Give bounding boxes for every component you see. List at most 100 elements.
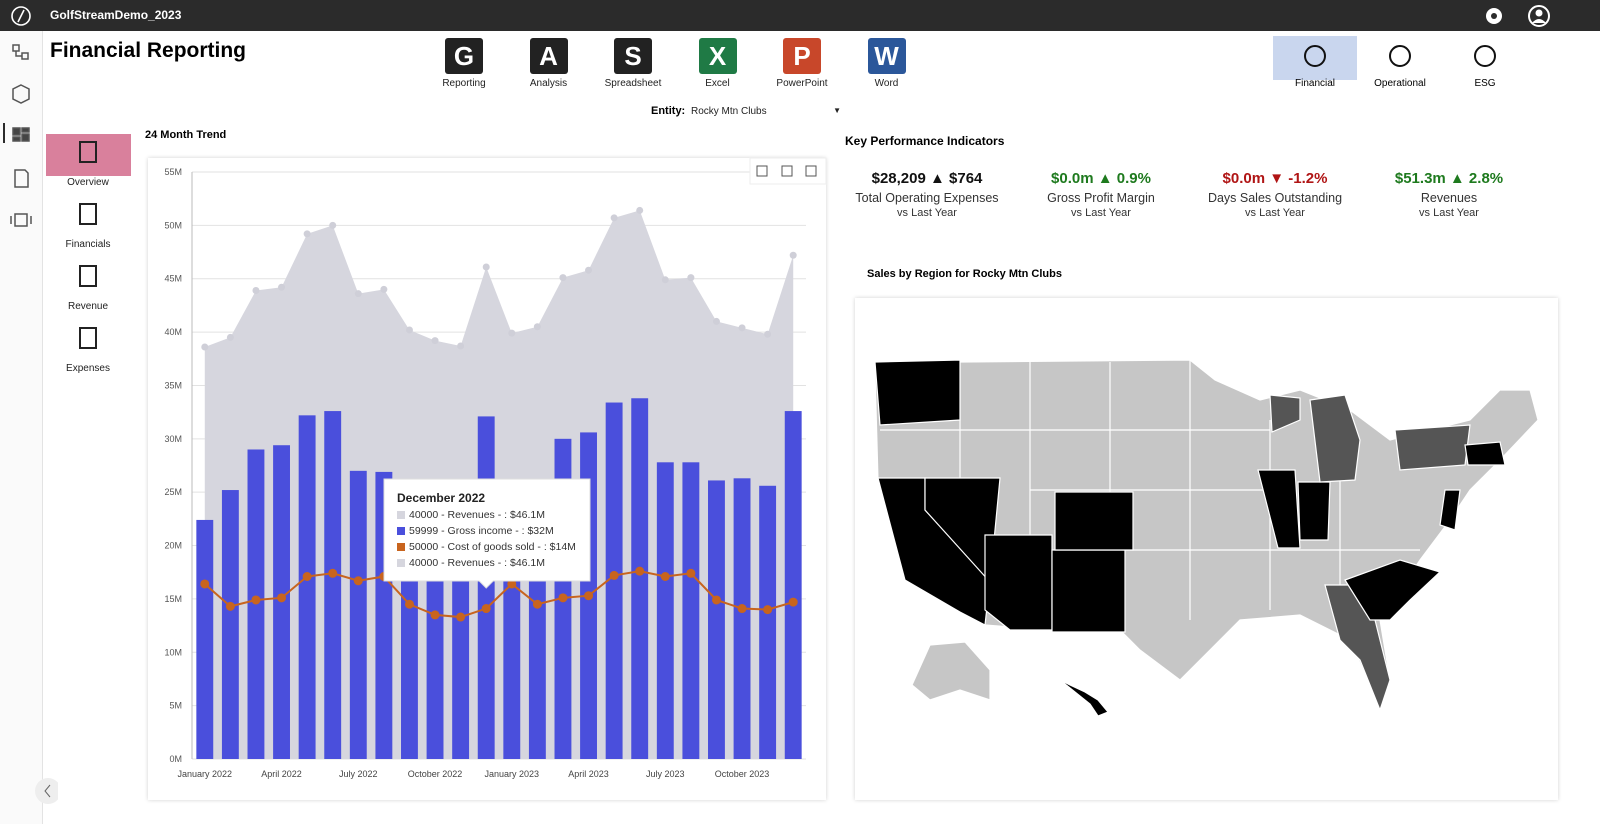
bar — [656, 462, 674, 759]
revenue-point — [329, 221, 337, 229]
bar — [452, 524, 470, 759]
app-logo[interactable] — [10, 5, 32, 27]
bar — [708, 480, 725, 759]
kpi-tile: $0.0m ▲ 0.9% Gross Profit Margin vs Last Y… — [1011, 170, 1191, 219]
cost-point — [711, 595, 721, 605]
bar — [324, 411, 342, 759]
tooltip-row: 40000 - Revenues - : $46.1M — [409, 509, 545, 521]
export-button[interactable]: W Word — [852, 38, 922, 89]
tooltip-row: 40000 - Revenues - : $46.1M — [409, 557, 545, 569]
revenue-point — [303, 230, 311, 238]
entity-select[interactable]: Rocky Mtn Clubs ▼ — [691, 106, 841, 117]
tooltip-swatch — [397, 527, 405, 535]
cost-point — [456, 612, 466, 622]
x-tick-label: October 2022 — [408, 769, 463, 779]
map-card — [855, 298, 1558, 800]
cost-point — [507, 579, 517, 589]
cost-point — [532, 599, 542, 609]
export-label: Excel — [705, 78, 730, 89]
view-icon-shape — [1304, 45, 1326, 67]
settings-icon[interactable] — [1482, 4, 1506, 28]
export-button[interactable]: P PowerPoint — [767, 38, 837, 89]
nav-item[interactable]: Expenses — [46, 324, 130, 374]
nav-label: Financials — [65, 239, 111, 250]
kpi-compare: vs Last Year — [1245, 207, 1305, 219]
revenue-point — [380, 285, 388, 293]
export-label: Word — [874, 78, 899, 89]
user-icon[interactable] — [1527, 4, 1551, 28]
view-label: ESG — [1474, 78, 1496, 89]
export-button[interactable]: G Reporting — [429, 38, 499, 89]
view-button[interactable]: Financial — [1273, 36, 1357, 89]
cost-point — [353, 576, 363, 586]
view-button[interactable]: ESG — [1443, 36, 1527, 89]
nav-item[interactable]: Financials — [46, 200, 130, 250]
cost-point — [481, 604, 491, 614]
nav-icon — [79, 141, 97, 163]
app-name: GolfStreamDemo_2023 — [50, 8, 182, 22]
export-label: Reporting — [442, 78, 486, 89]
cost-point — [328, 568, 338, 578]
revenue-point — [405, 326, 413, 334]
cost-point — [225, 601, 235, 611]
cost-point — [200, 579, 210, 589]
cost-point — [302, 571, 312, 581]
nav-label: Overview — [67, 177, 109, 188]
x-tick-label: July 2022 — [339, 769, 378, 779]
cost-point — [584, 591, 594, 601]
export-button[interactable]: X Excel — [683, 38, 753, 89]
x-tick-label: July 2023 — [646, 769, 685, 779]
entity-value: Rocky Mtn Clubs — [691, 106, 767, 117]
y-tick-label: 10M — [164, 647, 182, 657]
y-tick-label: 30M — [164, 434, 182, 444]
revenue-point — [354, 290, 362, 298]
collapse-button[interactable] — [34, 776, 58, 806]
view-icon-shape — [1389, 45, 1411, 67]
cost-point — [737, 604, 747, 614]
y-tick-label: 55M — [164, 167, 182, 177]
kpi-tile: $28,209 ▲ $764 Total Operating Expenses vs… — [837, 170, 1017, 219]
rail-icons[interactable] — [0, 31, 42, 241]
us-map[interactable] — [855, 298, 1558, 800]
cost-point — [430, 610, 440, 620]
view-label: Financial — [1294, 78, 1336, 89]
nav-item[interactable]: Revenue — [46, 262, 130, 312]
chart-actions[interactable] — [749, 157, 827, 185]
revenue-point — [508, 329, 516, 337]
y-tick-label: 45M — [164, 274, 182, 284]
bar — [759, 485, 777, 759]
view-label: Operational — [1374, 78, 1426, 89]
export-icon: W — [867, 38, 906, 74]
revenue-point — [252, 286, 260, 294]
revenue-point — [738, 324, 746, 332]
nav-icon-shape — [79, 141, 97, 163]
kpi-value: $0.0m ▼ -1.2% — [1222, 170, 1328, 187]
cost-point — [558, 593, 568, 603]
cost-point — [686, 568, 696, 578]
export-icon: X — [698, 38, 737, 74]
x-tick-label: April 2023 — [568, 769, 609, 779]
export-button[interactable]: S Spreadsheet — [598, 38, 668, 89]
bar — [733, 478, 751, 759]
y-tick-label: 40M — [164, 327, 182, 337]
revenue-point — [201, 343, 209, 351]
y-tick-label: 35M — [164, 380, 182, 390]
cost-point — [763, 605, 773, 615]
nav-item[interactable]: Overview — [46, 138, 130, 188]
nav-icon — [79, 265, 97, 287]
nav-icon — [79, 203, 97, 225]
view-button[interactable]: Operational — [1358, 36, 1442, 89]
bar — [682, 462, 700, 759]
bar — [196, 519, 214, 759]
y-tick-label: 25M — [164, 487, 182, 497]
icon-rail — [0, 31, 58, 824]
kpi-name: Gross Profit Margin — [1047, 191, 1155, 205]
chart-actions-box — [749, 157, 827, 185]
tooltip-row: 50000 - Cost of goods sold - : $14M — [409, 541, 576, 553]
export-button[interactable]: A Analysis — [514, 38, 584, 89]
revenue-point — [764, 330, 772, 338]
bar — [784, 411, 802, 759]
revenue-point — [789, 251, 797, 259]
nav-label: Expenses — [66, 363, 110, 374]
bar — [631, 398, 649, 759]
